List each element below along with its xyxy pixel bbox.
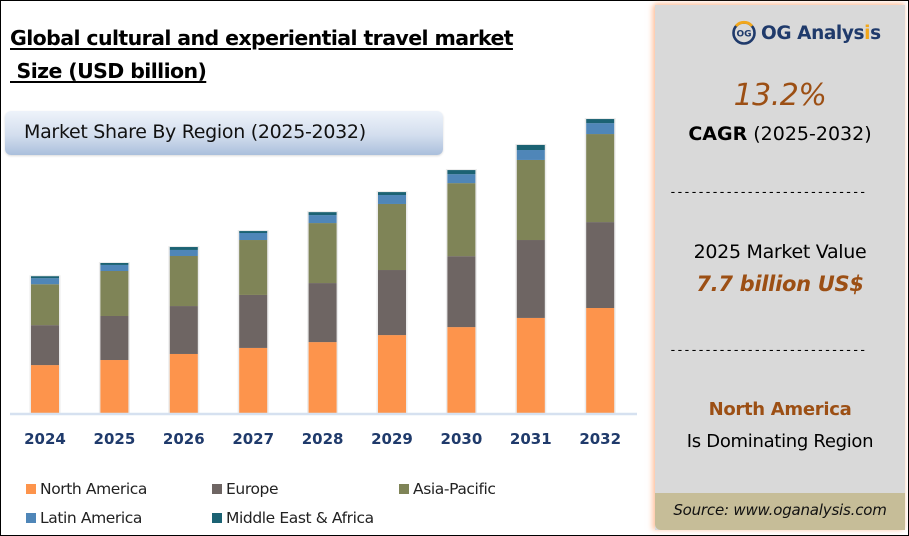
x-tick-label: 2028 (302, 430, 344, 448)
bar-segment-north-america-2028 (308, 342, 337, 413)
bar-segment-latin-america-2032 (586, 123, 615, 135)
legend-item-north-america: North America (26, 480, 147, 498)
legend-label: Latin America (40, 509, 143, 527)
logo-text-accent: i (864, 22, 871, 44)
bar-segment-asia-pacific-2027 (239, 240, 268, 295)
logo-badge-text: OG (736, 30, 751, 40)
bar-segment-latin-america-2031 (516, 150, 545, 160)
bar-segment-middle-east-africa-2025 (100, 263, 129, 265)
bar-segment-latin-america-2025 (100, 264, 129, 271)
x-tick-label: 2024 (24, 430, 66, 448)
bar-segment-europe-2029 (378, 270, 406, 336)
chart-title-line2: Size (USD billion) (10, 59, 207, 83)
bar-segment-asia-pacific-2025 (100, 270, 129, 316)
cagr-value: 13.2% (733, 78, 827, 113)
bars-group (29, 118, 616, 413)
x-tick-label: 2030 (441, 430, 483, 448)
bar-segment-asia-pacific-2031 (516, 159, 545, 241)
legend-swatch (26, 513, 36, 523)
x-tick-label: 2026 (163, 430, 205, 448)
legend-swatch (399, 484, 409, 494)
bar-segment-middle-east-africa-2024 (31, 276, 59, 279)
bar-segment-latin-america-2029 (378, 195, 406, 204)
logo-text-tail: s (870, 22, 881, 44)
bar-segment-middle-east-africa-2028 (308, 212, 337, 216)
bar-segment-europe-2025 (100, 315, 129, 361)
chart-legend: North America Europe Asia-Pacific Latin … (0, 476, 640, 536)
legend-swatch (26, 484, 36, 494)
bar-segment-asia-pacific-2026 (169, 255, 198, 307)
bar-segment-asia-pacific-2028 (308, 223, 337, 284)
legend-swatch (212, 513, 222, 523)
bar-segment-europe-2030 (447, 256, 476, 328)
legend-label: Middle East & Africa (226, 509, 374, 527)
x-tick-label: 2032 (579, 430, 621, 448)
bar-segment-middle-east-africa-2026 (169, 247, 198, 250)
divider-top: ---------------------------- (669, 185, 867, 200)
legend-item-latin-america: Latin America (26, 509, 142, 527)
bar-segment-north-america-2032 (586, 308, 615, 413)
cagr-label: CAGR (2025-2032) (655, 123, 905, 145)
legend-item-middle-east-africa: Middle East & Africa (212, 509, 374, 527)
legend-item-asia-pacific: Asia-Pacific (399, 480, 496, 498)
bar-segment-latin-america-2027 (239, 233, 268, 241)
bar-segment-north-america-2024 (31, 365, 59, 413)
bar-segment-middle-east-africa-2030 (447, 170, 476, 175)
bar-segment-asia-pacific-2030 (447, 183, 476, 257)
chart-title-line1: Global cultural and experiential travel … (10, 26, 514, 50)
chart-subtitle: Market Share By Region (2025-2032) (24, 121, 366, 143)
source-link[interactable]: Source: www.oganalysis.com (673, 501, 887, 519)
bar-segment-europe-2031 (516, 240, 545, 318)
legend-label: Asia-Pacific (413, 480, 496, 498)
bar-segment-north-america-2030 (447, 327, 476, 413)
logo-text: OG Analysis (761, 23, 881, 44)
bar-segment-latin-america-2030 (447, 174, 476, 184)
x-axis-labels: 2024 2025 2026 2027 2028 2029 2030 2031 2032 (24, 430, 621, 448)
legend-label: Europe (226, 480, 279, 498)
bar-segment-europe-2032 (586, 222, 615, 309)
bar-segment-latin-america-2026 (169, 249, 198, 256)
bar-segment-north-america-2025 (100, 360, 129, 413)
bar-segment-north-america-2026 (169, 353, 198, 413)
x-tick-label: 2027 (232, 430, 274, 448)
bar-segment-asia-pacific-2029 (378, 203, 406, 271)
bar-segment-middle-east-africa-2031 (516, 144, 545, 151)
cagr-period: (2025-2032) (747, 123, 872, 145)
bar-segment-middle-east-africa-2032 (586, 119, 615, 124)
bar-segment-europe-2027 (239, 294, 268, 348)
bar-segment-latin-america-2028 (308, 215, 337, 224)
cagr-label-bold: CAGR (688, 123, 748, 145)
bar-segment-europe-2028 (308, 283, 337, 343)
x-tick-label: 2029 (371, 430, 413, 448)
legend-swatch (212, 484, 222, 494)
source-footer: Source: www.oganalysis.com (655, 493, 905, 530)
bar-segment-latin-america-2024 (31, 278, 59, 285)
stacked-bar-chart: 2024 2025 2026 2027 2028 2029 2030 2031 2032 (10, 118, 637, 448)
summary-panel: OG OG Analysis 13.2% CAGR (2025-2032) --… (655, 5, 905, 530)
market-value-label: 2025 Market Value (693, 241, 867, 263)
og-logo-icon: OG (732, 20, 756, 45)
dominating-region-label: Is Dominating Region (686, 431, 874, 452)
divider-bottom: ---------------------------- (669, 343, 867, 358)
legend-item-europe: Europe (212, 480, 279, 498)
bar-segment-middle-east-africa-2027 (239, 231, 268, 234)
legend-label: North America (40, 480, 148, 498)
x-tick-label: 2031 (510, 430, 552, 448)
bar-segment-asia-pacific-2032 (586, 134, 615, 223)
bar-segment-north-america-2027 (239, 347, 268, 413)
bar-segment-north-america-2029 (378, 335, 406, 413)
chart-title: Global cultural and experiential travel … (10, 22, 514, 88)
bar-segment-asia-pacific-2024 (31, 284, 59, 326)
bar-segment-europe-2024 (31, 325, 59, 366)
market-value: 7.7 billion US$ (696, 272, 864, 296)
og-analysis-logo: OG OG Analysis (731, 19, 881, 47)
bar-segment-middle-east-africa-2029 (378, 192, 406, 196)
dominating-region: North America (708, 399, 852, 420)
subtitle-banner: Market Share By Region (2025-2032) (5, 111, 443, 155)
bar-segment-europe-2026 (169, 306, 198, 354)
logo-text-main: OG Analys (761, 22, 865, 44)
bar-segment-north-america-2031 (516, 317, 545, 413)
x-tick-label: 2025 (94, 430, 136, 448)
